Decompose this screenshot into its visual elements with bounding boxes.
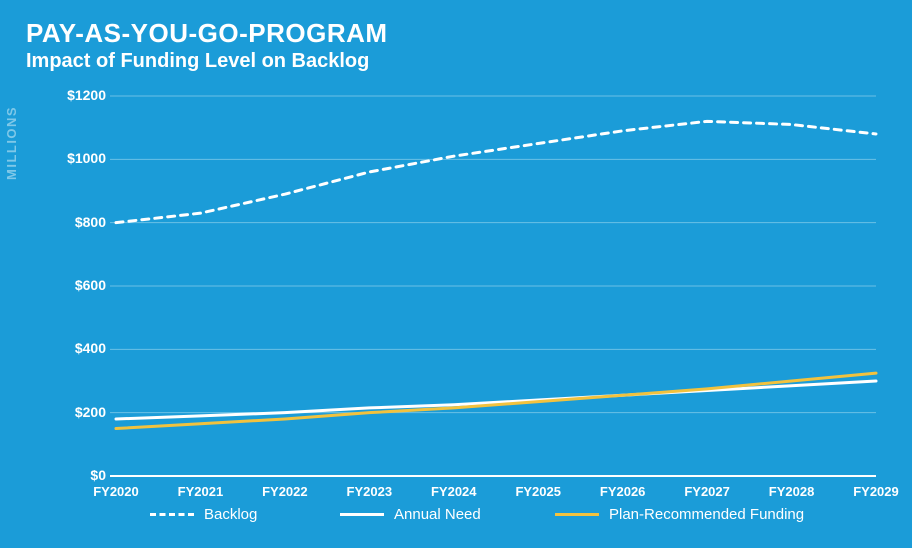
- x-tick-label: FY2027: [672, 484, 742, 499]
- x-tick-label: FY2028: [757, 484, 827, 499]
- x-tick-label: FY2029: [841, 484, 911, 499]
- y-tick-label: $400: [46, 340, 106, 356]
- y-tick-label: $800: [46, 214, 106, 230]
- y-tick-label: $1000: [46, 150, 106, 166]
- legend-swatch: [340, 513, 384, 516]
- x-tick-label: FY2023: [334, 484, 404, 499]
- legend-label: Backlog: [204, 506, 257, 523]
- y-tick-label: $200: [46, 404, 106, 420]
- x-tick-label: FY2024: [419, 484, 489, 499]
- x-tick-label: FY2021: [165, 484, 235, 499]
- legend-swatch: [555, 513, 599, 516]
- legend-label: Plan-Recommended Funding: [609, 506, 804, 523]
- y-tick-label: $1200: [46, 87, 106, 103]
- x-tick-label: FY2025: [503, 484, 573, 499]
- x-tick-label: FY2020: [81, 484, 151, 499]
- x-tick-label: FY2026: [588, 484, 658, 499]
- legend-item: Backlog: [150, 506, 257, 523]
- legend-label: Annual Need: [394, 506, 481, 523]
- y-tick-label: $600: [46, 277, 106, 293]
- x-tick-label: FY2022: [250, 484, 320, 499]
- legend-item: Plan-Recommended Funding: [555, 506, 804, 523]
- legend-swatch: [150, 513, 194, 516]
- line-chart: [0, 0, 912, 548]
- legend-item: Annual Need: [340, 506, 481, 523]
- y-tick-label: $0: [46, 467, 106, 483]
